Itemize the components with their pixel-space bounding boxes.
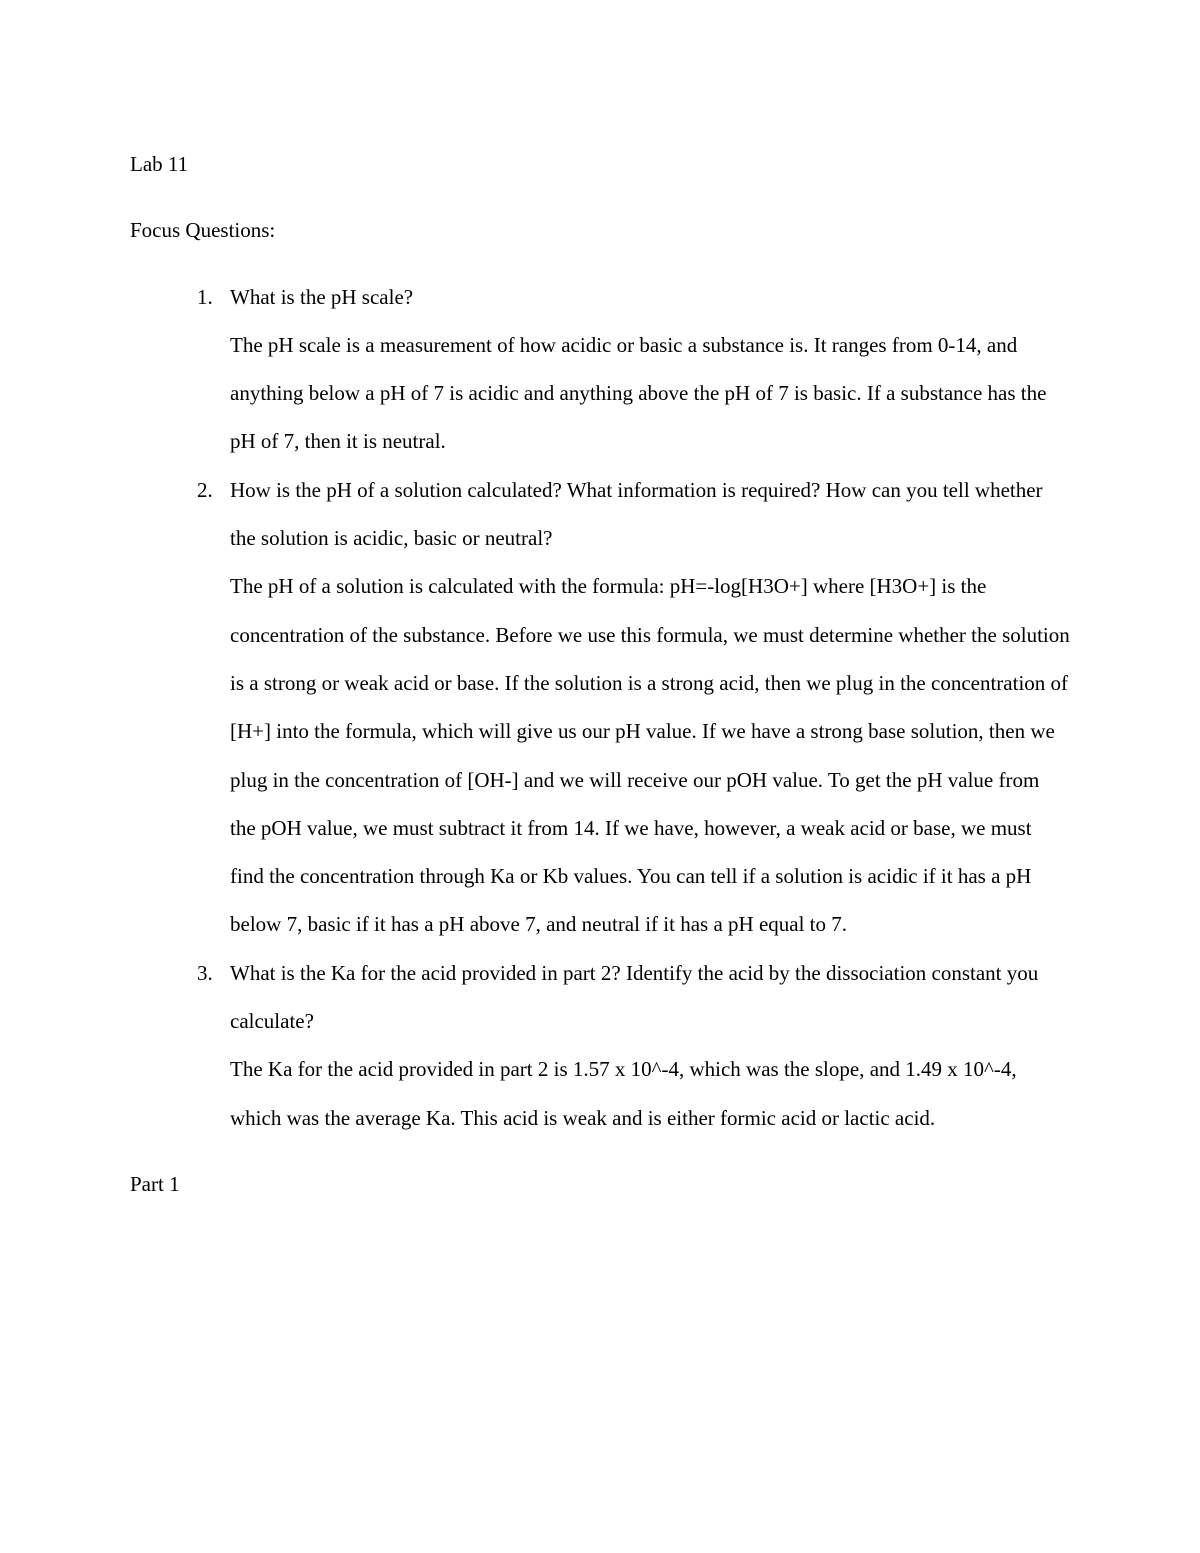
answer-text-2: The pH of a solution is calculated with … <box>230 562 1070 948</box>
questions-list: What is the pH scale? The pH scale is a … <box>130 273 1070 1142</box>
question-text-3: What is the Ka for the acid provided in … <box>230 961 1038 1033</box>
question-text-1: What is the pH scale? <box>230 285 413 309</box>
question-item-3: What is the Ka for the acid provided in … <box>218 949 1070 1142</box>
answer-text-3: The Ka for the acid provided in part 2 i… <box>230 1045 1070 1142</box>
question-text-2: How is the pH of a solution calculated? … <box>230 478 1043 550</box>
question-item-2: How is the pH of a solution calculated? … <box>218 466 1070 949</box>
section-title: Focus Questions: <box>130 206 1070 254</box>
part-title: Part 1 <box>130 1160 1070 1208</box>
question-item-1: What is the pH scale? The pH scale is a … <box>218 273 1070 466</box>
answer-text-1: The pH scale is a measurement of how aci… <box>230 321 1070 466</box>
lab-title: Lab 11 <box>130 140 1070 188</box>
